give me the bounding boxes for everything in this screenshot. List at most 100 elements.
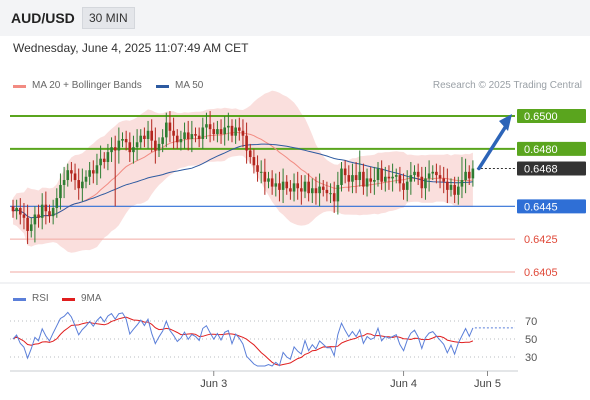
candle-body <box>453 184 456 195</box>
candle-body <box>354 175 358 181</box>
candle-body <box>391 176 394 179</box>
ma50-legend-swatch <box>156 85 169 88</box>
candle-body <box>245 135 248 151</box>
candle-body <box>285 181 289 189</box>
candle-body <box>409 175 413 182</box>
ma50-legend-label: MA 50 <box>175 80 204 91</box>
symbol-title: AUD/USD <box>11 10 75 26</box>
candle-body <box>62 180 66 185</box>
candle-body <box>205 124 208 128</box>
candle-body <box>442 178 445 182</box>
candle-body <box>373 180 376 182</box>
candle-body <box>66 170 70 181</box>
candle-body <box>325 189 329 194</box>
candle-body <box>102 158 106 162</box>
candle-body <box>128 142 132 153</box>
candle-body <box>183 132 186 139</box>
timestamp: Wednesday, June 4, 2025 11:07:49 AM CET <box>13 41 249 55</box>
candle-body <box>194 134 197 136</box>
candle-body <box>40 204 44 218</box>
candle-body <box>332 193 336 202</box>
level-label-0.6468: 0.6468 <box>524 164 558 176</box>
rsi-line <box>12 311 474 367</box>
candle-body <box>321 186 325 190</box>
candle-body <box>11 206 15 212</box>
bollinger-band-area <box>13 90 473 253</box>
projection-arrow-head <box>499 114 512 131</box>
candle-body <box>135 142 139 148</box>
candle-body <box>132 147 135 153</box>
candle-body <box>394 175 398 177</box>
rsi-level-label-30: 30 <box>525 352 537 364</box>
candle-body <box>81 181 84 189</box>
candle-body <box>398 175 402 184</box>
candle-body <box>26 217 29 231</box>
candle-body <box>73 173 77 181</box>
candle-body <box>117 140 121 151</box>
candle-body <box>179 138 183 143</box>
level-label-0.6480: 0.6480 <box>524 144 558 156</box>
candle-body <box>150 130 153 141</box>
x-tick-label-Jun 5: Jun 5 <box>474 378 501 390</box>
level-tag-0.6468 <box>517 161 586 176</box>
candle-body <box>314 188 318 194</box>
timeframe-button[interactable]: 30 MIN <box>82 7 135 29</box>
candle-body <box>248 150 252 158</box>
candle-body <box>402 183 405 190</box>
candle-body <box>84 176 88 182</box>
level-label-0.6405: 0.6405 <box>524 267 558 279</box>
rsi-level-label-50: 50 <box>525 334 537 346</box>
candle-body <box>113 147 117 151</box>
candle-body <box>208 124 212 130</box>
candle-body <box>369 178 372 182</box>
candle-body <box>270 178 274 187</box>
candle-body <box>230 125 234 136</box>
ma20-legend-label: MA 20 + Bollinger Bands <box>32 80 142 91</box>
level-label-0.6500: 0.6500 <box>524 111 558 123</box>
candle-body <box>190 134 194 139</box>
rsi-level-label-70: 70 <box>525 316 537 328</box>
candle-body <box>259 171 263 173</box>
level-tag-0.6500 <box>517 109 586 123</box>
level-tag-0.6445 <box>517 199 586 214</box>
rsi-ma-legend-swatch <box>62 298 75 301</box>
candle-body <box>278 183 281 190</box>
candle-body <box>307 181 310 194</box>
candle-body <box>175 135 179 143</box>
candle-body <box>216 129 219 135</box>
candle-body <box>161 137 164 144</box>
ma20-legend-swatch <box>13 85 26 88</box>
candle-body <box>343 168 347 176</box>
candle-body <box>263 171 267 182</box>
candle-body <box>467 171 471 179</box>
candle-body <box>420 176 424 189</box>
level-label-0.6425: 0.6425 <box>524 234 558 246</box>
candle-body <box>435 171 438 176</box>
candle-body <box>300 188 303 192</box>
candle-body <box>416 171 420 177</box>
candle-body <box>59 184 62 199</box>
level-label-0.6445: 0.6445 <box>524 201 558 213</box>
rsi-ma-line <box>12 316 474 366</box>
candle-body <box>256 165 259 172</box>
candle-body <box>51 207 55 217</box>
candle-body <box>329 193 332 195</box>
candle-body <box>110 147 113 153</box>
chart-header: AUD/USD 30 MIN <box>0 0 590 36</box>
candle-body <box>95 165 99 174</box>
candle-body <box>446 181 449 190</box>
candle-body <box>358 171 362 181</box>
candle-body <box>380 168 383 182</box>
candle-body <box>347 175 351 182</box>
x-tick-label-Jun 3: Jun 3 <box>200 378 227 390</box>
candle-body <box>172 130 175 136</box>
candle-body <box>292 183 296 192</box>
rsi-legend-label: RSI <box>32 293 49 304</box>
candle-body <box>362 171 365 187</box>
candle-body <box>252 157 256 166</box>
candle-body <box>197 135 201 139</box>
candle-body <box>274 183 278 187</box>
candle-body <box>121 138 124 141</box>
candle-body <box>413 171 416 176</box>
